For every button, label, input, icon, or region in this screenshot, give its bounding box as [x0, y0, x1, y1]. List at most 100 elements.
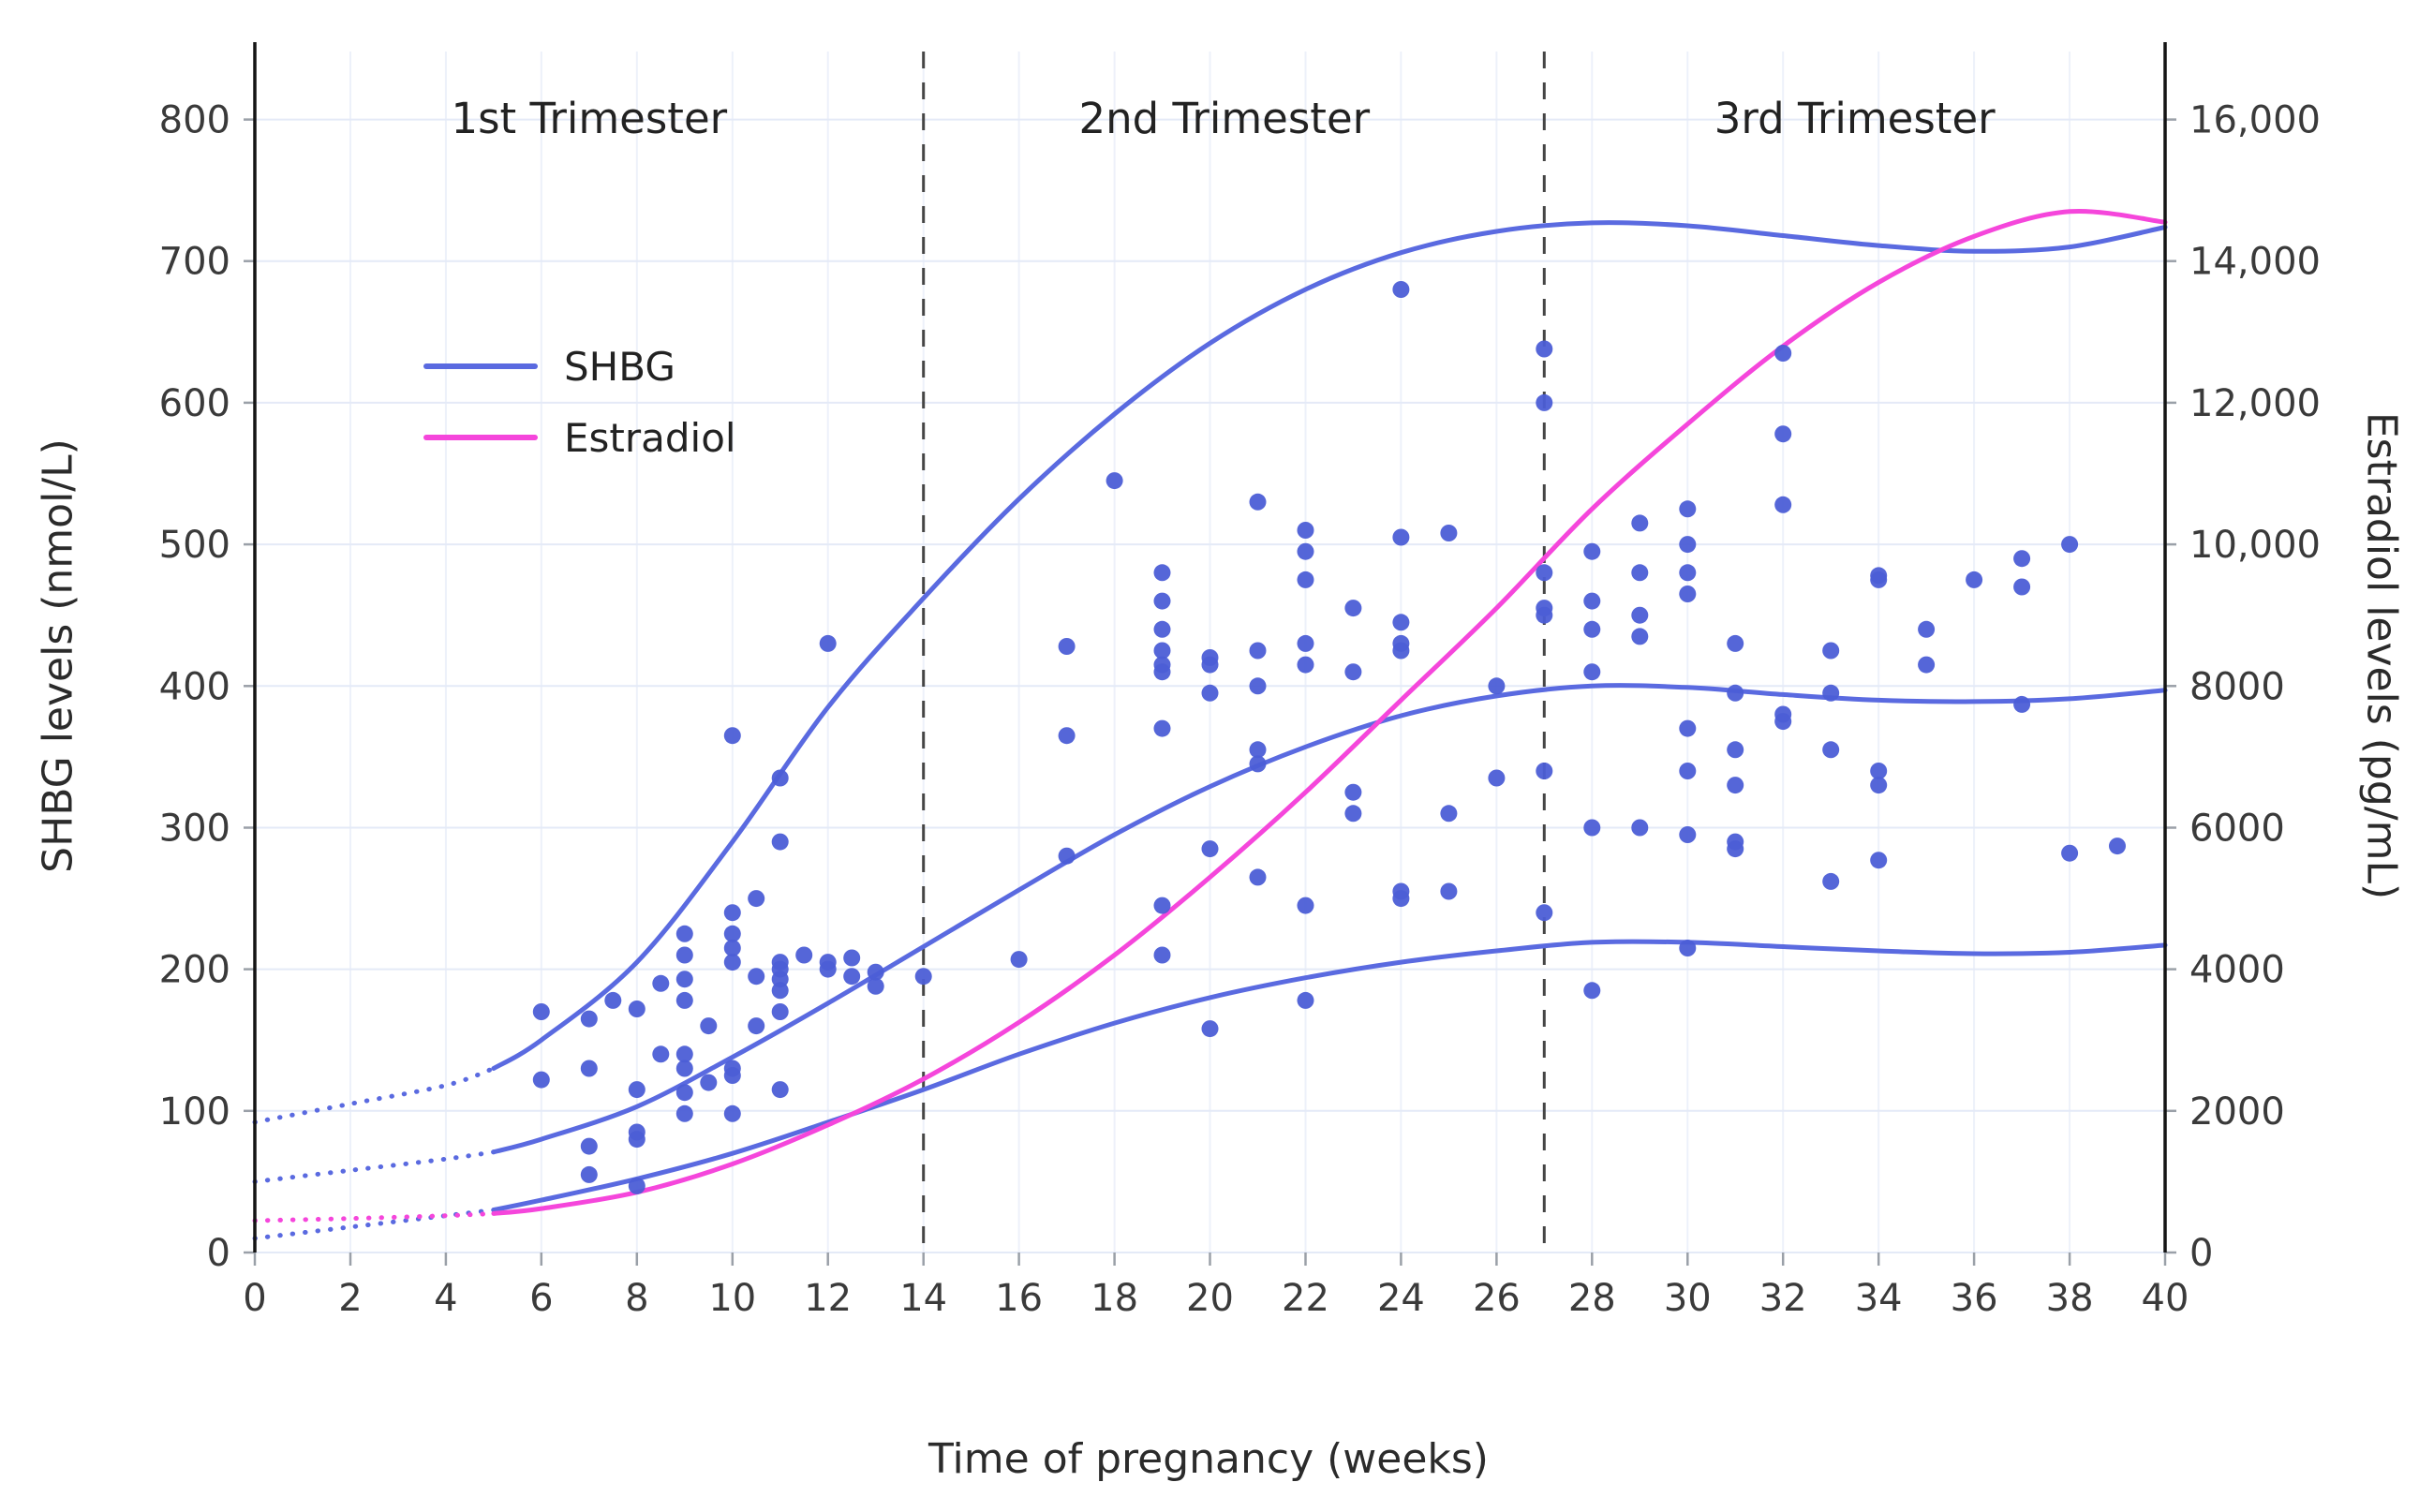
data-point — [1058, 727, 1076, 745]
legend: SHBG Estradiol — [423, 343, 736, 461]
data-point — [819, 960, 837, 978]
data-point — [675, 1060, 693, 1077]
data-point — [1774, 345, 1792, 362]
data-point — [1297, 991, 1314, 1009]
trimester-3-label: 3rd Trimester — [1714, 94, 1996, 143]
data-point — [843, 968, 861, 986]
x-tick-label: 2 — [338, 1277, 362, 1320]
x-tick-label: 30 — [1664, 1277, 1712, 1320]
data-point — [1679, 564, 1697, 582]
legend-item-estradiol: Estradiol — [423, 414, 736, 461]
data-point — [700, 1074, 718, 1091]
data-point — [1679, 500, 1697, 518]
plot-edges — [253, 42, 2167, 1253]
data-point — [1536, 606, 1553, 624]
x-tick-label: 28 — [1568, 1277, 1616, 1320]
data-point — [1201, 840, 1219, 858]
data-point — [1774, 713, 1792, 731]
data-point — [1153, 897, 1171, 914]
data-point — [795, 946, 813, 964]
data-point — [1631, 819, 1649, 837]
data-point — [1201, 656, 1219, 674]
data-point — [1297, 634, 1314, 652]
data-point — [1631, 606, 1649, 624]
data-point — [1679, 586, 1697, 602]
right-tick-label: 4000 — [2189, 949, 2285, 992]
x-tick-label: 12 — [804, 1277, 852, 1320]
shbg-median-curve — [252, 683, 2168, 1184]
data-point — [1536, 763, 1553, 779]
axis-ticks — [244, 118, 2176, 1266]
data-point — [2061, 844, 2079, 862]
data-point — [1488, 677, 1506, 695]
x-tick-label: 26 — [1473, 1277, 1521, 1320]
data-point — [2109, 838, 2126, 855]
data-point — [675, 925, 693, 942]
data-point — [1392, 528, 1410, 546]
right-tick-labels: 0 2000 4000 6000 8000 10,000 12,000 14,000 16,00… — [2189, 99, 2321, 1275]
x-tick-label: 8 — [625, 1277, 648, 1320]
data-point — [628, 1131, 646, 1149]
data-point — [532, 1003, 550, 1020]
data-point — [723, 925, 741, 942]
data-point — [748, 968, 765, 986]
data-point — [914, 968, 932, 986]
data-point — [1536, 904, 1553, 922]
data-point — [723, 904, 741, 922]
left-tick-label: 600 — [159, 382, 230, 425]
data-point — [1392, 614, 1410, 631]
right-tick-label: 12,000 — [2189, 382, 2321, 425]
x-tick-label: 32 — [1759, 1277, 1807, 1320]
data-point — [1918, 620, 1936, 638]
data-point — [723, 1067, 741, 1084]
data-point — [628, 1081, 646, 1099]
right-tick-label: 16,000 — [2189, 99, 2321, 142]
left-tick-label: 700 — [159, 241, 230, 284]
right-tick-label: 14,000 — [2189, 241, 2321, 284]
x-tick-labels: 0 2 4 6 8 10 12 14 16 18 20 22 24 26 28 30 32 34 36 38 40 — [243, 1277, 2189, 1320]
data-point — [1631, 628, 1649, 645]
data-point — [867, 977, 884, 995]
data-point — [1822, 872, 1840, 890]
legend-label-shbg: SHBG — [564, 343, 675, 390]
data-point — [1870, 571, 1888, 588]
data-point — [1679, 826, 1697, 843]
data-point — [867, 963, 884, 981]
right-tick-label: 6000 — [2189, 808, 2285, 851]
data-point — [1153, 592, 1171, 610]
data-point — [1392, 890, 1410, 908]
x-tick-label: 24 — [1377, 1277, 1425, 1320]
data-point — [675, 946, 693, 964]
data-point — [652, 974, 670, 992]
data-point — [1440, 525, 1458, 541]
data-point — [1249, 741, 1267, 759]
data-point — [1344, 600, 1362, 617]
data-point — [1488, 769, 1506, 787]
x-tick-label: 0 — [243, 1277, 266, 1320]
data-point — [2013, 695, 2031, 713]
data-point — [1822, 642, 1840, 660]
left-tick-label: 100 — [159, 1090, 230, 1134]
data-point — [1583, 542, 1601, 560]
left-tick-label: 200 — [159, 949, 230, 992]
data-point — [1297, 571, 1314, 588]
data-point — [1392, 642, 1410, 660]
x-tick-label: 18 — [1091, 1277, 1138, 1320]
data-point — [1344, 805, 1362, 823]
left-axis-title: SHBG levels (nmol/L) — [34, 438, 82, 873]
right-axis-title: Estradiol levels (pg/mL) — [2357, 411, 2406, 900]
x-tick-label: 38 — [2046, 1277, 2094, 1320]
x-tick-label: 4 — [434, 1277, 457, 1320]
x-tick-label: 36 — [1951, 1277, 1998, 1320]
data-point — [1679, 719, 1697, 737]
trimester-2-label: 2nd Trimester — [1078, 94, 1371, 143]
data-point — [1058, 847, 1076, 865]
left-tick-label: 300 — [159, 808, 230, 851]
data-point — [1297, 522, 1314, 539]
data-point — [723, 727, 741, 745]
data-point — [1201, 1020, 1219, 1038]
trimester-dividers — [922, 52, 1546, 1253]
data-point — [1344, 663, 1362, 681]
